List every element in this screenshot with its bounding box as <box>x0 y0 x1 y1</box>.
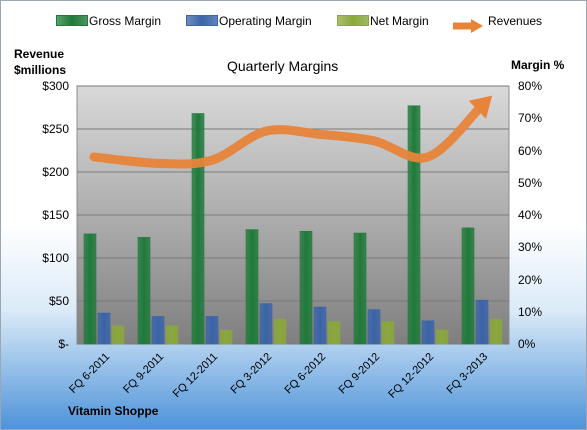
y-left-tick-label: $250 <box>42 122 69 136</box>
bar-net-margin <box>489 318 503 345</box>
bar-gross-margin <box>461 227 475 345</box>
legend-label-gross-margin: Gross Margin <box>89 14 162 28</box>
bar-operating-margin <box>367 309 381 345</box>
bar-operating-margin <box>97 312 111 345</box>
y-right-tick-label: 0% <box>518 337 536 351</box>
bar-net-margin <box>435 329 449 345</box>
bar-gross-margin <box>83 233 97 345</box>
y-axis-left-label-line2: $millions <box>14 63 67 77</box>
legend-swatch-net-margin <box>337 15 369 26</box>
y-left-tick-label: $300 <box>42 79 69 93</box>
bar-net-margin <box>219 329 233 345</box>
bar-gross-margin <box>407 105 421 345</box>
bar-operating-margin <box>421 320 435 345</box>
y-left-tick-label: $150 <box>42 208 69 222</box>
legend-swatch-revenues-arrow <box>471 19 483 33</box>
y-axis-left-label-line1: Revenue <box>14 47 65 61</box>
bar-net-margin <box>327 321 341 345</box>
y-left-tick-label: $200 <box>42 165 69 179</box>
bar-net-margin <box>273 318 287 345</box>
y-right-tick-label: 60% <box>518 143 543 158</box>
bar-operating-margin <box>151 316 165 345</box>
bar-net-margin <box>111 325 125 345</box>
y-right-tick-label: 40% <box>518 208 543 222</box>
y-axis-right-label: Margin % <box>511 58 565 72</box>
bar-operating-margin <box>259 303 273 345</box>
bar-gross-margin <box>137 237 151 345</box>
legend-label-net-margin: Net Margin <box>370 14 429 28</box>
chart-title: Quarterly Margins <box>227 58 339 74</box>
line-revenues-arrowhead <box>468 95 493 119</box>
y-right-tick-label: 50% <box>518 175 543 190</box>
y-left-tick-label: $100 <box>42 251 69 265</box>
legend-swatch-operating-margin <box>186 15 218 26</box>
y-right-tick-label: 80% <box>518 79 543 93</box>
y-right-tick-label: 30% <box>518 240 543 255</box>
bar-operating-margin <box>475 299 489 345</box>
y-left-tick-label: $- <box>58 337 69 351</box>
line-revenues <box>89 100 487 169</box>
bar-operating-margin <box>313 306 327 345</box>
legend-label-operating-margin: Operating Margin <box>219 14 312 28</box>
bar-gross-margin <box>299 231 313 345</box>
bar-gross-margin <box>245 229 259 345</box>
chart-subtitle: Vitamin Shoppe <box>68 404 159 418</box>
bar-operating-margin <box>205 316 219 345</box>
y-right-tick-label: 10% <box>518 304 543 319</box>
bar-net-margin <box>381 321 395 345</box>
y-left-tick-label: $50 <box>48 294 69 308</box>
y-right-tick-label: 70% <box>518 111 543 126</box>
legend-swatch-gross-margin <box>56 15 88 26</box>
bar-gross-margin <box>353 232 367 345</box>
y-right-tick-label: 20% <box>518 272 543 287</box>
bar-gross-margin <box>191 113 205 345</box>
bar-net-margin <box>165 325 179 345</box>
legend-label-revenues: Revenues <box>488 14 543 28</box>
